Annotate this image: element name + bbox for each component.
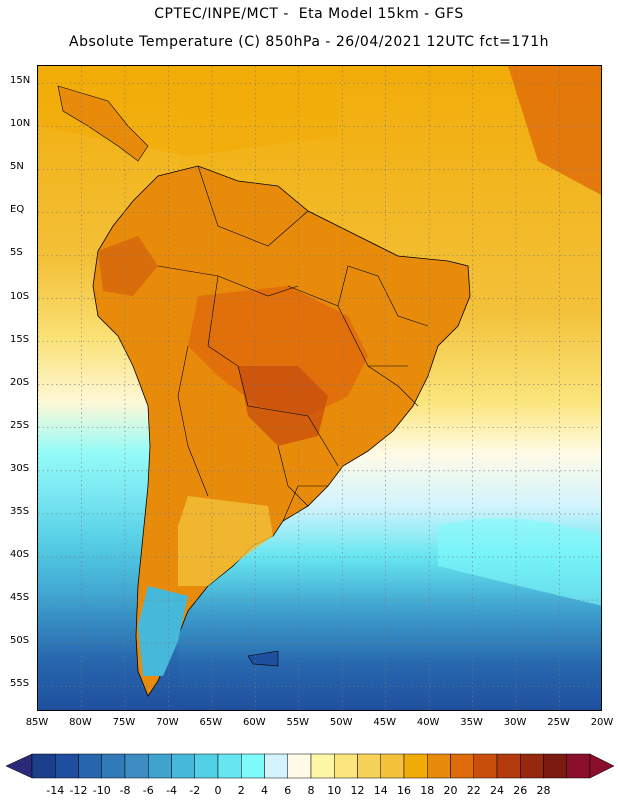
colorbar-label: 8: [307, 784, 315, 797]
colorbar-label: 0: [214, 784, 222, 797]
colorbar-label: 22: [466, 784, 481, 797]
colorbar-label: -12: [69, 784, 88, 797]
colorbar-swatch: [566, 753, 591, 779]
colorbar-label: 6: [284, 784, 292, 797]
longitude-label: 70W: [156, 717, 179, 728]
colorbar-label: 16: [397, 784, 411, 797]
map-canvas: [38, 66, 601, 710]
latitude-label: 5S: [10, 247, 23, 259]
latitude-label: 30S: [10, 462, 30, 474]
colorbar-swatch: [78, 753, 102, 779]
colorbar-swatch: [55, 753, 79, 779]
colorbar-label: -2: [189, 784, 201, 797]
colorbar-swatch: [357, 753, 381, 779]
longitude-label: 75W: [112, 717, 136, 728]
colorbar-label: -6: [142, 784, 154, 797]
colorbar-swatch: [241, 753, 265, 779]
latitude-label: 45S: [10, 592, 30, 604]
latitude-label: 35S: [10, 505, 30, 517]
colorbar-swatch: [496, 753, 521, 779]
colorbar-label: 20: [443, 784, 458, 797]
map-title-line2: Absolute Temperature (C) 850hPa - 26/04/…: [69, 34, 549, 50]
colorbar-swatch: [171, 753, 195, 779]
latitude-label: 5N: [10, 161, 24, 173]
longitude-label: 55W: [286, 717, 310, 728]
temperature-map: [37, 65, 602, 711]
colorbar-label: -14: [46, 784, 65, 797]
atlantic-cool-patch: [438, 518, 601, 606]
longitude-label: 25W: [547, 717, 570, 728]
colorbar-swatch: [264, 753, 288, 779]
latitude-label: 10N: [10, 118, 31, 130]
colorbar-label: -8: [119, 784, 131, 797]
warm-anomaly-northeast: [508, 66, 601, 195]
colorbar-label: 24: [490, 784, 504, 797]
colorbar-over-arrow: [589, 753, 615, 779]
colorbar-swatch: [334, 753, 358, 779]
colorbar-label: 2: [237, 784, 245, 797]
colorbar-swatch: [403, 753, 428, 779]
longitude-label: 40W: [416, 717, 440, 728]
longitude-label: 20W: [590, 717, 614, 728]
country-borders: [157, 165, 429, 522]
colorbar-swatch: [287, 753, 312, 779]
colorbar-swatch: [473, 753, 498, 779]
latitude-label: EQ: [10, 204, 25, 216]
colorbar-label: 18: [420, 784, 435, 797]
latitude-label: 15N: [10, 75, 31, 87]
latitude-label: 15S: [10, 333, 30, 345]
colorbar-swatch: [101, 753, 126, 779]
colorbar: [5, 753, 615, 779]
longitude-label: 35W: [460, 717, 483, 728]
colorbar-label: 10: [327, 784, 342, 797]
colorbar-swatch: [31, 753, 56, 779]
longitude-label: 30W: [503, 717, 527, 728]
colorbar-label: 4: [261, 784, 268, 797]
longitude-label: 80W: [69, 717, 92, 728]
latitude-label: 25S: [10, 419, 30, 431]
colorbar-swatch: [194, 753, 219, 779]
colorbar-swatch: [450, 753, 474, 779]
longitude-label: 45W: [373, 717, 396, 728]
colorbar-swatch: [310, 753, 335, 779]
colorbar-label: 28: [536, 784, 551, 797]
colorbar-under-arrow: [5, 753, 33, 779]
colorbar-swatch: [427, 753, 451, 779]
latitude-label: 10S: [10, 290, 30, 302]
colorbar-label: 14: [373, 784, 388, 797]
colorbar-swatch: [520, 753, 544, 779]
colorbar-label: -4: [166, 784, 177, 797]
latitude-label: 50S: [10, 635, 30, 647]
longitude-label: 60W: [242, 717, 266, 728]
latitude-label: 40S: [10, 548, 30, 560]
colorbar-label: 26: [513, 784, 528, 797]
colorbar-swatch: [217, 753, 242, 779]
colorbar-label: -10: [92, 784, 111, 797]
longitude-label: 85W: [25, 717, 49, 728]
map-title-line1: CPTEC/INPE/MCT - Eta Model 15km - GFS: [154, 6, 464, 22]
longitude-label: 50W: [329, 717, 353, 728]
colorbar-swatch: [148, 753, 172, 779]
latitude-label: 55S: [10, 678, 30, 690]
colorbar-swatch: [124, 753, 149, 779]
latitude-label: 20S: [10, 376, 30, 388]
longitude-label: 65W: [199, 717, 223, 728]
colorbar-label: 12: [350, 784, 365, 797]
colorbar-swatch: [543, 753, 567, 779]
colorbar-swatch: [380, 753, 405, 779]
falkland-islands: [247, 650, 279, 667]
